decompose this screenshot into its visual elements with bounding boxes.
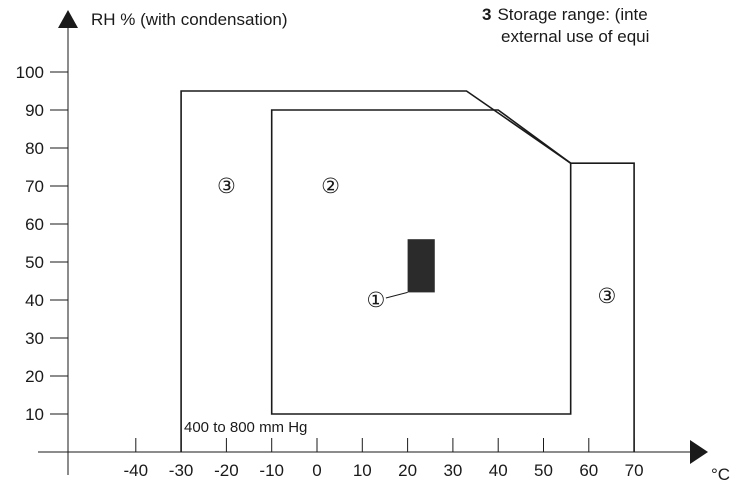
x-tick-label: -10: [259, 461, 284, 480]
x-tick-label: 10: [353, 461, 372, 480]
x-tick-label: -30: [169, 461, 194, 480]
region-1-outline: [180, 90, 635, 452]
operating-range-leader: [385, 291, 408, 299]
x-axis-arrow: [690, 440, 708, 464]
storage-range-note-text-1: Storage range: (inte: [497, 5, 648, 24]
axes: [38, 10, 708, 475]
region-label-2: ②: [321, 175, 340, 198]
x-axis-label: °C: [711, 465, 730, 484]
x-tick-label: 50: [534, 461, 553, 480]
y-tick-label: 90: [25, 101, 44, 120]
x-tick-label: -20: [214, 461, 239, 480]
region-label-1: ③: [598, 285, 617, 308]
regions: [180, 90, 635, 452]
x-tick-label: 30: [443, 461, 462, 480]
labels: RH % (with condensation) °C -40 -30 -20 -10 0 1…: [16, 10, 730, 484]
x-tick-label: 40: [489, 461, 508, 480]
y-axis-arrow: [58, 10, 78, 28]
region-label-1: ①: [366, 289, 385, 312]
region-2-outline: [270, 109, 572, 415]
region-label-1: ③: [217, 175, 236, 198]
y-tick-label: 40: [25, 291, 44, 310]
operating-range-block: [407, 239, 435, 293]
x-tick-label: 70: [625, 461, 644, 480]
y-tick-label: 70: [25, 177, 44, 196]
pressure-note: 400 to 800 mm Hg: [184, 419, 307, 436]
y-tick-label: 30: [25, 329, 44, 348]
y-tick-label: 80: [25, 139, 44, 158]
x-tick-label: 0: [312, 461, 321, 480]
storage-range-note-line2: external use of equi: [501, 27, 650, 46]
y-tick-label: 20: [25, 367, 44, 386]
x-tick-label: 60: [579, 461, 598, 480]
y-tick-label: 10: [25, 405, 44, 424]
y-tick-label: 100: [16, 63, 44, 82]
x-tick-label: -40: [124, 461, 149, 480]
storage-range-note-line1: 3 Storage range: (inte: [482, 4, 740, 26]
y-tick-label: 60: [25, 215, 44, 234]
x-tick-label: 20: [398, 461, 417, 480]
y-axis-label: RH % (with condensation): [91, 10, 288, 29]
y-tick-label: 50: [25, 253, 44, 272]
storage-range-note-number: 3: [482, 5, 492, 24]
storage-range-note: 3 Storage range: (inte external use of eq…: [482, 4, 740, 48]
